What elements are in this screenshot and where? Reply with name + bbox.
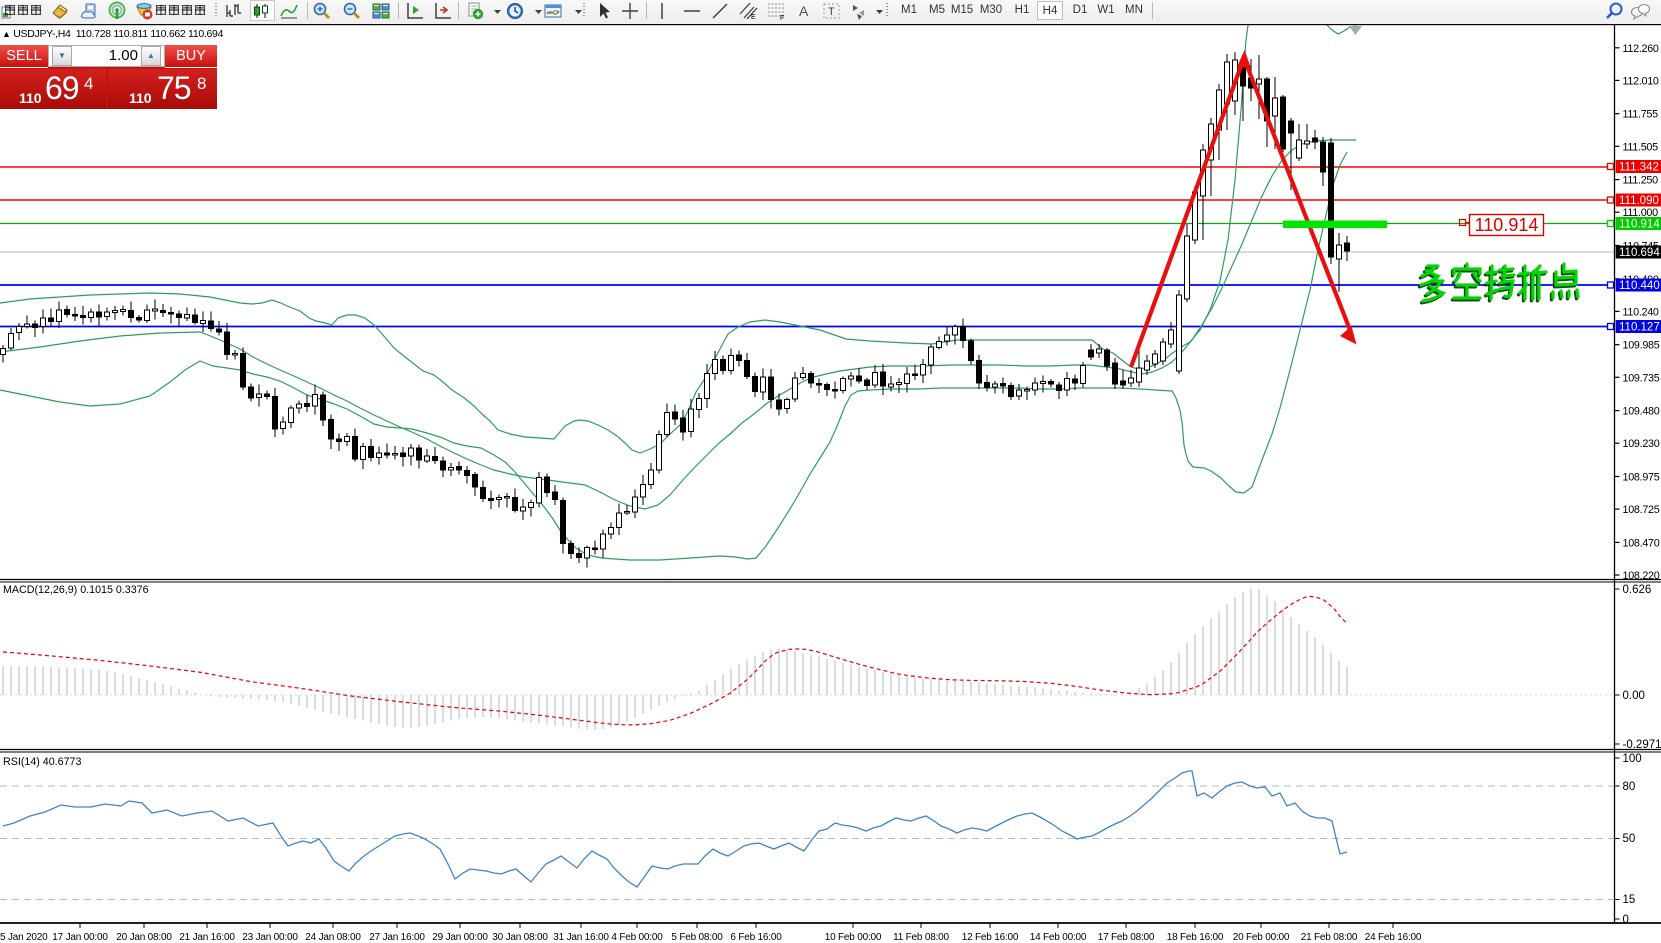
svg-text:108.470: 108.470: [1623, 537, 1660, 549]
svg-text:27 Jan 16:00: 27 Jan 16:00: [369, 932, 425, 943]
svg-text:F: F: [780, 15, 784, 21]
svg-text:110.127: 110.127: [1619, 322, 1660, 334]
svg-text:112.260: 112.260: [1623, 43, 1659, 55]
svg-text:111.342: 111.342: [1619, 162, 1659, 174]
svg-text:6 Feb 16:00: 6 Feb 16:00: [730, 932, 782, 943]
svg-text:E: E: [751, 14, 756, 21]
svg-text:111.505: 111.505: [1623, 141, 1659, 153]
svg-text:T: T: [828, 6, 835, 18]
svg-text:29 Jan 00:00: 29 Jan 00:00: [432, 932, 488, 943]
svg-text:17 Feb 08:00: 17 Feb 08:00: [1098, 932, 1155, 943]
svg-text:RSI(14) 40.6773: RSI(14) 40.6773: [3, 756, 81, 768]
svg-text:109.230: 109.230: [1623, 438, 1660, 450]
svg-text:80: 80: [1623, 781, 1636, 793]
svg-text:110.914: 110.914: [1475, 215, 1539, 235]
svg-text:18 Feb 16:00: 18 Feb 16:00: [1167, 932, 1224, 943]
svg-text:10 Feb 00:00: 10 Feb 00:00: [825, 932, 882, 943]
svg-text:109.480: 109.480: [1623, 406, 1660, 418]
svg-text:4 Feb 00:00: 4 Feb 00:00: [611, 932, 663, 943]
svg-text:50: 50: [1623, 833, 1636, 845]
svg-text:109.985: 109.985: [1623, 340, 1660, 352]
svg-text:110.914: 110.914: [1619, 219, 1660, 231]
svg-text:5 Feb 08:00: 5 Feb 08:00: [671, 932, 723, 943]
svg-text:24 Feb 16:00: 24 Feb 16:00: [1365, 932, 1422, 943]
svg-text:108.725: 108.725: [1623, 504, 1660, 516]
svg-text:110.694: 110.694: [1619, 247, 1660, 259]
svg-text:21 Feb 08:00: 21 Feb 08:00: [1301, 932, 1358, 943]
svg-text:112.010: 112.010: [1623, 75, 1659, 87]
svg-text:110.440: 110.440: [1619, 280, 1660, 292]
svg-text:0.626: 0.626: [1623, 584, 1652, 596]
svg-text:24 Jan 08:00: 24 Jan 08:00: [305, 932, 361, 943]
svg-text:100: 100: [1623, 753, 1642, 765]
svg-text:111.000: 111.000: [1623, 207, 1659, 219]
svg-text:30 Jan 08:00: 30 Jan 08:00: [492, 932, 548, 943]
svg-text:-0.2971: -0.2971: [1623, 739, 1661, 751]
svg-text:15: 15: [1623, 894, 1636, 906]
svg-text:11 Feb 08:00: 11 Feb 08:00: [893, 932, 949, 943]
svg-text:108.975: 108.975: [1623, 472, 1660, 484]
svg-text:12 Feb 16:00: 12 Feb 16:00: [962, 932, 1019, 943]
svg-text:111.090: 111.090: [1619, 195, 1659, 207]
svg-text:0.00: 0.00: [1623, 690, 1645, 702]
svg-text:5 Jan 2020: 5 Jan 2020: [0, 932, 48, 943]
svg-text:20 Jan 08:00: 20 Jan 08:00: [116, 932, 172, 943]
svg-text:20 Feb 00:00: 20 Feb 00:00: [1233, 932, 1290, 943]
svg-text:110.240: 110.240: [1623, 306, 1659, 318]
svg-text:23 Jan 00:00: 23 Jan 00:00: [242, 932, 298, 943]
svg-text:0: 0: [1623, 914, 1629, 926]
svg-text:MACD(12,26,9) 0.1015 0.3376: MACD(12,26,9) 0.1015 0.3376: [3, 584, 149, 596]
svg-text:21 Jan 16:00: 21 Jan 16:00: [179, 932, 235, 943]
svg-text:31 Jan 16:00: 31 Jan 16:00: [553, 932, 609, 943]
svg-text:108.220: 108.220: [1623, 570, 1660, 582]
svg-text:111.755: 111.755: [1623, 109, 1659, 121]
svg-text:17 Jan 00:00: 17 Jan 00:00: [52, 932, 108, 943]
svg-text:14 Feb 00:00: 14 Feb 00:00: [1030, 932, 1087, 943]
svg-text:109.735: 109.735: [1623, 372, 1660, 384]
svg-text:111.250: 111.250: [1623, 175, 1659, 187]
